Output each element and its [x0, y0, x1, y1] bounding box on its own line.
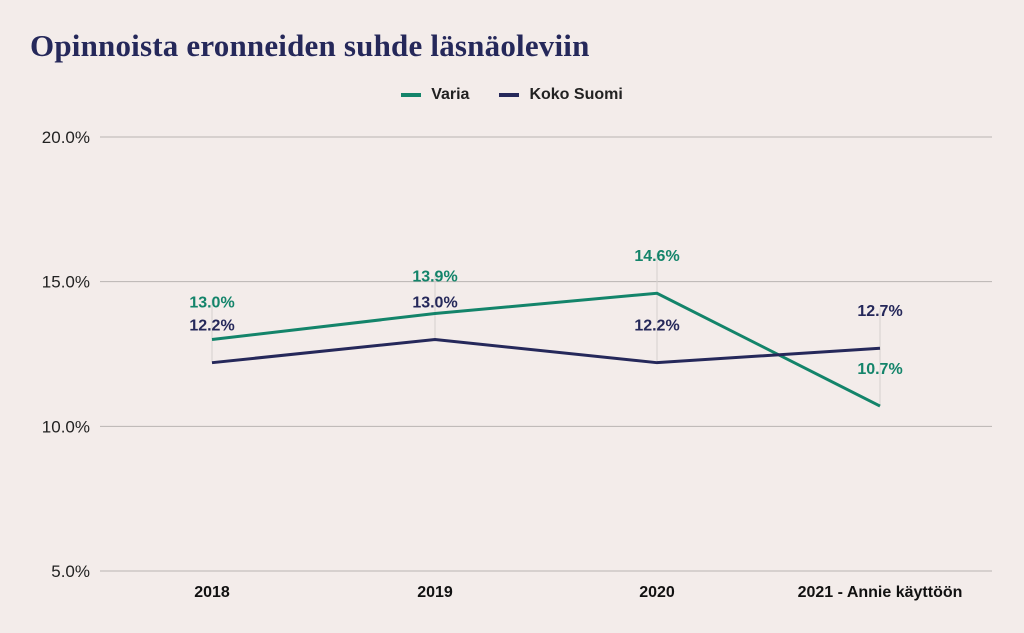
legend-label-koko-suomi: Koko Suomi — [529, 86, 623, 103]
data-label-koko-suomi: 13.0% — [412, 295, 457, 312]
x-tick-label: 2020 — [639, 584, 675, 601]
legend-swatch-varia — [401, 93, 422, 97]
y-tick-label: 5.0% — [51, 562, 90, 581]
data-label-koko-suomi: 12.7% — [857, 303, 902, 320]
series-line-varia — [211, 291, 881, 408]
data-label-koko-suomi: 12.2% — [189, 318, 234, 335]
legend-item-varia: Varia — [401, 86, 469, 104]
y-tick-label: 10.0% — [42, 417, 90, 436]
legend: Varia Koko Suomi — [0, 86, 1024, 104]
series-line-koko-suomi — [211, 338, 881, 365]
y-tick-label: 20.0% — [42, 128, 90, 147]
data-label-varia: 13.0% — [189, 295, 234, 312]
chart-title: Opinnoista eronneiden suhde läsnäoleviin — [30, 28, 590, 63]
x-tick-label: 2018 — [194, 584, 230, 601]
data-label-koko-suomi: 12.2% — [634, 318, 679, 335]
y-tick-label: 15.0% — [42, 273, 90, 292]
data-label-varia: 10.7% — [857, 361, 902, 378]
data-label-varia: 13.9% — [412, 268, 457, 285]
x-tick-label: 2019 — [417, 584, 453, 601]
data-label-varia: 14.6% — [634, 248, 679, 265]
x-tick-label: 2021 - Annie käyttöön — [798, 584, 963, 601]
legend-item-koko-suomi: Koko Suomi — [499, 86, 623, 104]
legend-swatch-koko-suomi — [499, 93, 520, 97]
legend-label-varia: Varia — [431, 86, 470, 103]
